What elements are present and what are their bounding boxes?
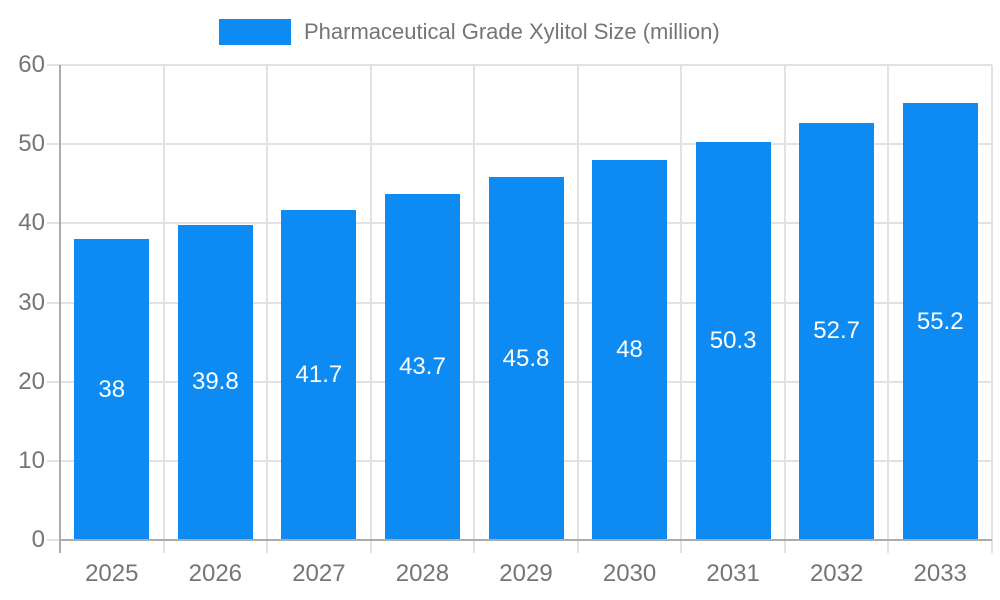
x-axis-tick-label: 2027 <box>292 560 346 587</box>
x-gridline <box>887 65 890 553</box>
bar-2027[interactable] <box>281 209 357 540</box>
x-axis-tick-label: 2026 <box>188 560 243 587</box>
y-axis-tick-label: 50 <box>18 130 45 158</box>
x-axis-tick-label: 2033 <box>913 560 967 587</box>
x-axis-tick-label: 2029 <box>499 560 553 587</box>
bar-value-label: 39.8 <box>191 368 239 396</box>
x-axis-tick-label: 2030 <box>602 560 657 587</box>
x-axis-tick-label: 2028 <box>395 560 450 587</box>
x-gridline <box>162 65 165 553</box>
x-axis-tick-label: 2032 <box>809 560 864 587</box>
bar-value-label: 48 <box>616 336 643 363</box>
bar-value-label: 38 <box>98 375 126 403</box>
x-gridline <box>680 65 683 553</box>
legend[interactable]: Pharmaceutical Grade Xylitol Size (milli… <box>219 19 720 45</box>
x-gridline <box>266 65 269 553</box>
x-gridline <box>576 65 579 553</box>
y-axis-tick-label: 60 <box>18 51 45 78</box>
x-axis-tick-label: 2025 <box>85 560 139 587</box>
bar-2032[interactable] <box>799 122 875 540</box>
bar-2029[interactable] <box>488 177 564 540</box>
y-axis-tick-label: 10 <box>18 446 45 474</box>
bar-2025[interactable] <box>74 239 150 540</box>
bar-2033[interactable] <box>902 103 978 540</box>
x-gridline <box>369 65 372 553</box>
bar-value-label: 50.3 <box>709 326 757 354</box>
bar-2026[interactable] <box>177 224 253 540</box>
bar-value-label: 52.7 <box>813 317 861 345</box>
y-axis-tick-label: 40 <box>18 209 45 237</box>
bar-2028[interactable] <box>384 194 460 540</box>
y-axis-tick-label: 0 <box>31 526 45 553</box>
legend-label: Pharmaceutical Grade Xylitol Size (milli… <box>304 19 720 44</box>
bar-value-label: 43.7 <box>399 353 446 381</box>
bar-2030[interactable] <box>592 160 668 540</box>
y-gridline <box>47 64 992 66</box>
x-gridline <box>473 65 476 553</box>
x-axis-line <box>60 539 992 541</box>
bar-2031[interactable] <box>695 141 771 540</box>
y-axis-tick-label: 30 <box>18 288 45 316</box>
bar-value-label: 41.7 <box>295 360 343 388</box>
legend-swatch <box>219 19 291 45</box>
x-gridline <box>783 65 786 553</box>
x-axis-tick-label: 2031 <box>706 560 760 587</box>
y-gridline <box>47 143 992 146</box>
bar-value-label: 45.8 <box>502 344 550 372</box>
bar-value-label: 55.2 <box>916 307 964 335</box>
x-gridline <box>991 65 993 553</box>
y-axis-line <box>59 65 61 553</box>
y-axis-tick-label: 20 <box>18 367 45 395</box>
